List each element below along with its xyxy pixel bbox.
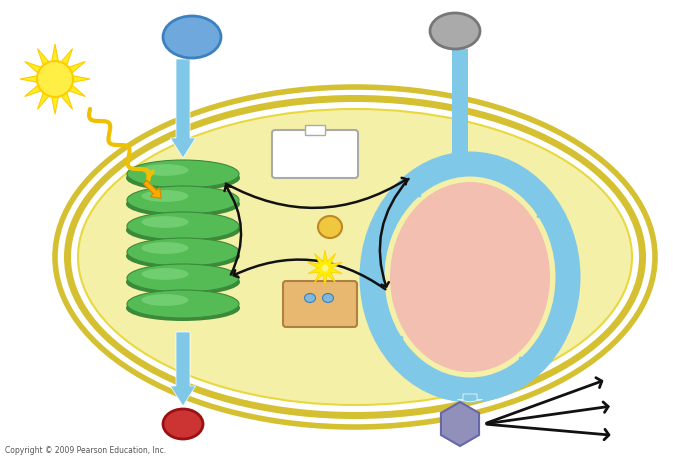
Ellipse shape (126, 243, 240, 269)
Polygon shape (441, 402, 479, 446)
Text: Copyright © 2009 Pearson Education, Inc.: Copyright © 2009 Pearson Education, Inc. (5, 445, 166, 454)
Ellipse shape (141, 243, 188, 254)
Ellipse shape (430, 14, 480, 50)
Ellipse shape (64, 96, 646, 419)
Ellipse shape (322, 265, 328, 272)
Ellipse shape (127, 161, 239, 189)
Bar (452, 50, 468, 174)
Ellipse shape (127, 239, 239, 266)
Ellipse shape (163, 17, 221, 59)
Ellipse shape (127, 213, 239, 241)
Ellipse shape (127, 291, 239, 318)
FancyBboxPatch shape (272, 131, 358, 179)
FancyBboxPatch shape (283, 281, 357, 327)
Ellipse shape (322, 294, 334, 303)
Ellipse shape (126, 218, 240, 243)
Ellipse shape (127, 264, 239, 292)
Ellipse shape (390, 183, 550, 372)
FancyArrow shape (170, 60, 196, 159)
Ellipse shape (37, 62, 73, 98)
Ellipse shape (141, 165, 188, 177)
Ellipse shape (126, 269, 240, 295)
Polygon shape (308, 251, 342, 286)
FancyArrow shape (143, 181, 162, 199)
FancyArrow shape (170, 332, 196, 406)
Ellipse shape (55, 88, 655, 427)
Bar (305, 126, 325, 136)
Polygon shape (20, 45, 90, 115)
Ellipse shape (141, 269, 188, 280)
Ellipse shape (141, 217, 188, 229)
Ellipse shape (126, 191, 240, 218)
Ellipse shape (141, 295, 188, 306)
Ellipse shape (71, 103, 639, 412)
Ellipse shape (126, 166, 240, 191)
Ellipse shape (304, 294, 316, 303)
Ellipse shape (127, 187, 239, 214)
Ellipse shape (126, 295, 240, 321)
Ellipse shape (318, 217, 342, 239)
Ellipse shape (141, 190, 188, 202)
FancyArrow shape (458, 394, 483, 402)
Ellipse shape (78, 110, 632, 405)
Ellipse shape (163, 409, 203, 439)
